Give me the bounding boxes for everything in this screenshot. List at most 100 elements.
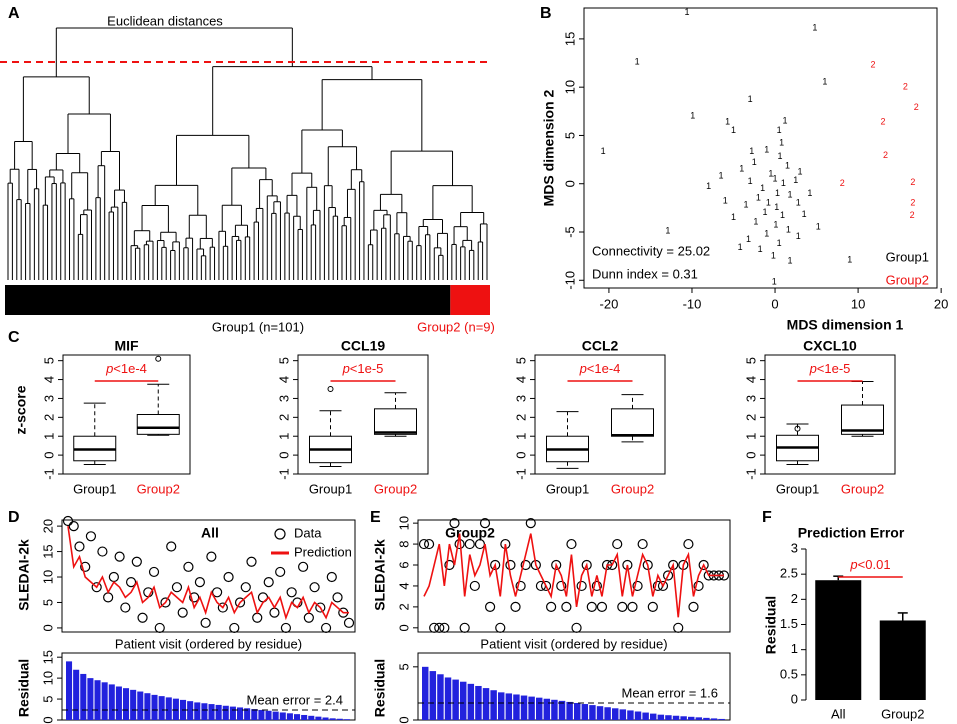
y-tick-label: 15 — [562, 32, 577, 46]
y-tick-label: 8 — [396, 540, 411, 547]
residual-bar — [222, 705, 229, 720]
point-marker: 1 — [731, 212, 736, 222]
data-point — [234, 597, 246, 608]
y-tick-label: 6 — [396, 561, 411, 568]
residual-bar — [87, 678, 94, 720]
y-tick-label: 0 — [791, 691, 798, 706]
point-marker: 1 — [780, 210, 785, 220]
x-axis-title: Patient visit (ordered by residue) — [480, 636, 667, 651]
group-bar — [5, 285, 451, 315]
x-tick-label: Group1 — [73, 481, 116, 496]
data-point — [515, 580, 526, 592]
panel-label: F — [762, 509, 772, 526]
residual-bar — [294, 714, 301, 720]
legend-label: Group1 — [886, 249, 929, 264]
residual-bar — [115, 686, 122, 720]
point-marker: 1 — [787, 255, 792, 265]
data-point — [439, 622, 450, 633]
y-tick-label: 0 — [40, 624, 55, 631]
x-tick-label: Group2 — [374, 481, 417, 496]
y-tick-label: 1 — [276, 433, 291, 440]
y-axis-title: Residual — [16, 659, 32, 717]
y-tick-label: 4 — [743, 376, 758, 383]
point-marker: 1 — [847, 254, 852, 264]
data-point — [183, 561, 194, 572]
residual-bar — [650, 713, 657, 720]
plot-frame — [297, 354, 429, 475]
point-marker: 1 — [743, 199, 748, 209]
data-point — [673, 622, 684, 633]
data-point — [576, 580, 587, 592]
point-marker: 1 — [807, 188, 812, 198]
data-point — [154, 622, 165, 634]
data-point — [309, 582, 320, 593]
data-point — [286, 587, 297, 598]
y-tick-label: -1 — [743, 468, 758, 480]
point-marker: 1 — [778, 151, 783, 161]
x-tick-label: All — [831, 706, 846, 721]
panel-label: B — [540, 5, 552, 22]
data-point — [698, 559, 709, 571]
residual-bar — [528, 696, 535, 720]
p-symbol: p — [342, 361, 350, 376]
data-point — [612, 538, 623, 550]
annotation: Connectivity = 25.02 — [592, 243, 710, 258]
residual-bar — [467, 683, 475, 720]
residual-bar — [536, 697, 543, 720]
point-marker: 1 — [684, 7, 689, 17]
data-point — [617, 601, 628, 612]
data-point — [131, 556, 142, 567]
residual-bar — [244, 708, 251, 720]
data-point — [320, 622, 332, 634]
data-point — [561, 601, 572, 612]
data-point — [566, 538, 577, 550]
residual-bar — [680, 716, 687, 720]
data-point — [683, 538, 694, 550]
residual-bar — [566, 701, 573, 720]
mean-error-label: Mean error = 1.6 — [622, 685, 718, 700]
point-marker: 1 — [746, 234, 751, 244]
residual-bar — [612, 708, 619, 720]
x-tick-label: Group2 — [137, 481, 180, 496]
residual-bar — [94, 680, 101, 720]
residual-bar — [703, 717, 710, 720]
y-tick-label: 0 — [743, 451, 758, 458]
x-tick-label: Group1 — [546, 481, 589, 496]
point-marker: 1 — [775, 188, 780, 198]
y-tick-label: 0 — [396, 716, 411, 723]
data-point — [662, 570, 674, 581]
data-point — [556, 580, 567, 592]
y-tick-label: 4 — [396, 582, 411, 589]
data-point — [332, 592, 343, 603]
data-point — [120, 602, 131, 613]
residual-bar — [672, 715, 680, 720]
y-tick-label: 5 — [513, 357, 528, 364]
residual-bar — [73, 669, 80, 720]
x-tick-label: Group1 — [309, 481, 352, 496]
point-marker: 1 — [785, 161, 790, 171]
y-axis-title: Residual — [763, 596, 779, 654]
chart-title: MIF — [114, 338, 139, 354]
y-tick-label: 5 — [562, 132, 577, 139]
y-tick-label: 15 — [40, 650, 55, 664]
y-tick-label: 4 — [41, 376, 56, 383]
y-tick-label: 10 — [40, 671, 55, 685]
y-tick-label: -1 — [513, 468, 528, 480]
data-point — [223, 571, 234, 583]
point-marker: 1 — [764, 144, 769, 154]
residual-bar — [322, 717, 329, 720]
p-symbol: p — [849, 557, 857, 572]
data-point — [189, 592, 200, 603]
data-point — [280, 622, 292, 634]
p-value-annotation: p<1e-5 — [342, 361, 384, 376]
y-tick-label: 2 — [276, 414, 291, 421]
residual-bar — [172, 698, 179, 720]
residual-bar — [589, 705, 596, 720]
x-tick-label: -10 — [683, 296, 702, 311]
residual-bar — [251, 709, 258, 720]
data-point — [229, 622, 240, 634]
data-point — [464, 538, 475, 550]
data-point — [627, 601, 638, 612]
residual-bar — [343, 719, 350, 720]
